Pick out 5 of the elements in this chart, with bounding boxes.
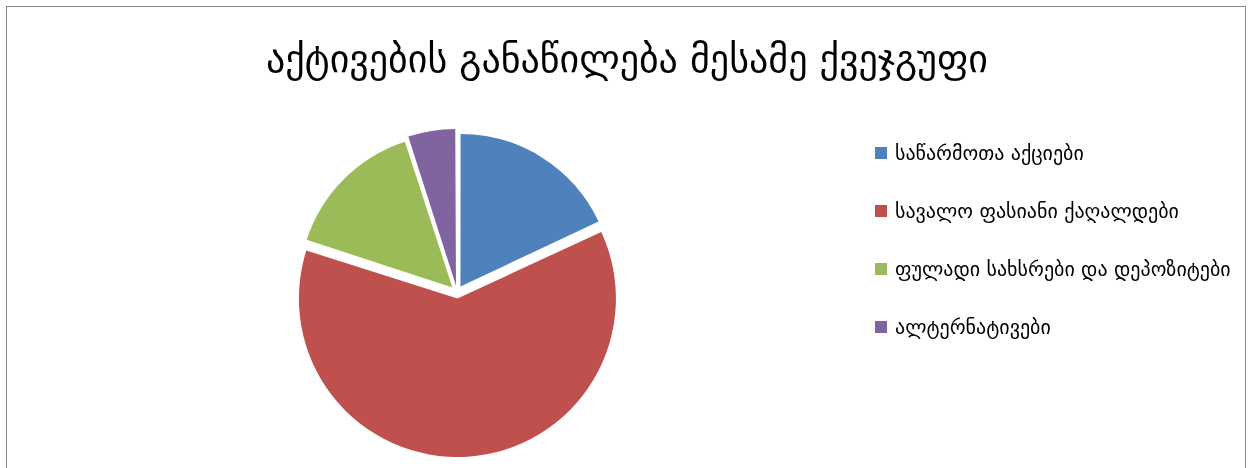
legend-label: საწარმოთა აქციები — [895, 140, 1084, 167]
legend-label: ფულადი სახსრები და დეპოზიტები — [895, 256, 1231, 283]
legend-label: ალტერნატივები — [895, 314, 1051, 341]
chart-title: აქტივების განაწილება მესამე ქვეჯგუფი — [265, 37, 989, 81]
legend-label: სავალო ფასიანი ქაღალდები — [895, 198, 1179, 225]
